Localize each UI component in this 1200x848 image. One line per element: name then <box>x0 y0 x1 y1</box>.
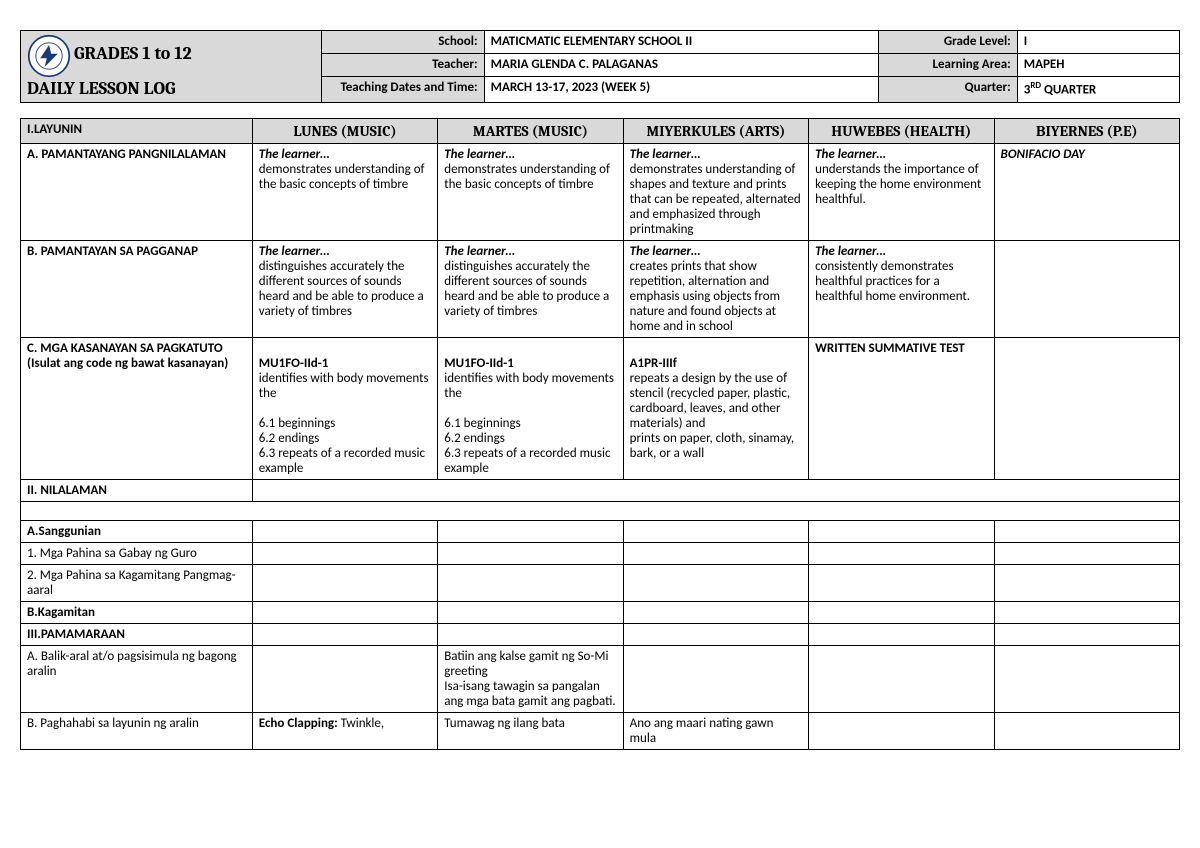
day-mon: LUNES (MUSIC) <box>252 119 437 144</box>
dates-value: MARCH 13-17, 2023 (WEEK 5) <box>484 77 878 103</box>
row-b-label: B. PAMANTAYAN SA PAGGANAP <box>21 241 253 338</box>
lesson-table: I.LAYUNIN LUNES (MUSIC) MARTES (MUSIC) M… <box>20 118 1180 750</box>
row-c-mon: MU1FO-IId-1identifies with body movement… <box>252 338 437 480</box>
row-pamamaraan: III.PAMAMARAAN <box>21 624 253 646</box>
row-sanggunian: A.Sanggunian <box>21 521 253 543</box>
row-pam-a-tue: Batiin ang kalse gamit ng So-Mi greeting… <box>438 646 623 713</box>
row-b-thu: The learner… consistently demonstrates h… <box>809 241 994 338</box>
teacher-label: Teacher: <box>322 54 484 77</box>
row-sang1: 1. Mga Pahina sa Gabay ng Guro <box>21 543 253 565</box>
day-fri: BIYERNES (P.E) <box>994 119 1179 144</box>
day-thu: HUWEBES (HEALTH) <box>809 119 994 144</box>
row-c-wed: A1PR-IIIfrepeats a design by the use of … <box>623 338 808 480</box>
deped-logo-icon <box>27 34 71 78</box>
header-table: GRADES 1 to 12 DAILY LESSON LOG School: … <box>20 30 1180 103</box>
row-pam-a: A. Balik-aral at/o pagsisimula ng bagong… <box>21 646 253 713</box>
spacer <box>21 502 1180 521</box>
row-b-mon: The learner… distinguishes accurately th… <box>252 241 437 338</box>
row-c-thu: WRITTEN SUMMATIVE TEST <box>809 338 994 480</box>
school-value: MATICMATIC ELEMENTARY SCHOOL II <box>484 31 878 54</box>
grade-label: Grade Level: <box>878 31 1017 54</box>
teacher-value: MARIA GLENDA C. PALAGANAS <box>484 54 878 77</box>
row-sang2: 2. Mga Pahina sa Kagamitang Pangmag-aara… <box>21 565 253 602</box>
area-label: Learning Area: <box>878 54 1017 77</box>
row-a-tue: The learner… demonstrates understanding … <box>438 144 623 241</box>
layunin-label: I.LAYUNIN <box>21 119 253 144</box>
row-c-label: C. MGA KASANAYAN SA PAGKATUTO (Isulat an… <box>21 338 253 480</box>
row-b-tue: The learner… distinguishes accurately th… <box>438 241 623 338</box>
quarter-label: Quarter: <box>878 77 1017 103</box>
row-a-mon: The learner… demonstrates understanding … <box>252 144 437 241</box>
row-b-fri <box>994 241 1179 338</box>
row-pam-b-mon: Echo Clapping: Twinkle, <box>252 713 437 750</box>
row-pam-b: B. Paghahabi sa layunin ng aralin <box>21 713 253 750</box>
row-a-label: A. PAMANTAYANG PANGNILALAMAN <box>21 144 253 241</box>
row-ii-body <box>252 480 1179 502</box>
day-tue: MARTES (MUSIC) <box>438 119 623 144</box>
title-line-1: GRADES 1 to 12 <box>74 43 192 64</box>
title-cell: GRADES 1 to 12 DAILY LESSON LOG <box>21 31 322 103</box>
row-pam-b-tue: Tumawag ng ilang bata <box>438 713 623 750</box>
row-c-tue: MU1FO-IId-1identifies with body movement… <box>438 338 623 480</box>
school-label: School: <box>322 31 484 54</box>
row-a-thu: The learner… understands the importance … <box>809 144 994 241</box>
row-pam-b-wed: Ano ang maari nating gawn mula <box>623 713 808 750</box>
row-a-fri: BONIFACIO DAY <box>994 144 1179 241</box>
row-a-wed: The learner… demonstrates understanding … <box>623 144 808 241</box>
row-c-fri <box>994 338 1179 480</box>
row-b-wed: The learner… creates prints that show re… <box>623 241 808 338</box>
title-line-2: DAILY LESSON LOG <box>27 78 176 99</box>
day-wed: MIYERKULES (ARTS) <box>623 119 808 144</box>
quarter-value: 3RD QUARTER <box>1017 77 1179 103</box>
row-ii: II. NILALAMAN <box>21 480 253 502</box>
grade-value: I <box>1017 31 1179 54</box>
area-value: MAPEH <box>1017 54 1179 77</box>
dates-label: Teaching Dates and Time: <box>322 77 484 103</box>
row-kagamitan: B.Kagamitan <box>21 602 253 624</box>
